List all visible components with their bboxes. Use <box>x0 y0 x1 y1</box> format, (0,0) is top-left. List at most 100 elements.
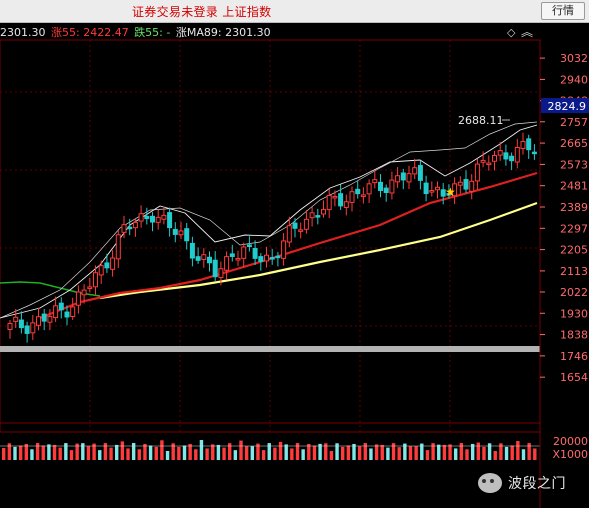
volume-bar-43 <box>244 446 249 460</box>
candle-body-55 <box>321 209 326 215</box>
candle-body-63 <box>366 183 372 195</box>
candle-body-59 <box>343 201 349 208</box>
volume-bar-80 <box>454 448 458 460</box>
candle-body-1 <box>13 316 19 322</box>
volume-bar-69 <box>391 443 396 460</box>
candle-body-25 <box>150 215 155 223</box>
volume-bar-59 <box>335 443 339 460</box>
volume-bar-54 <box>307 443 311 460</box>
candle-body-72 <box>417 165 423 181</box>
volume-bar-4 <box>24 443 28 460</box>
volume-bar-72 <box>408 446 413 460</box>
candle-body-20 <box>121 224 127 233</box>
candle-body-24 <box>144 215 150 220</box>
candle-body-21 <box>127 226 133 230</box>
candle-body-35 <box>207 256 212 264</box>
candle-body-89 <box>514 146 520 163</box>
candle-body-40 <box>235 258 241 261</box>
volume-bar-29 <box>165 450 170 460</box>
volume-bar-15 <box>86 446 91 460</box>
axis-tick-label-4: 2665 <box>560 137 588 150</box>
candle-body-61 <box>355 188 361 195</box>
volume-bar-60 <box>341 446 345 460</box>
volume-bar-76 <box>431 443 435 460</box>
volume-bar-45 <box>256 443 260 460</box>
candle-body-45 <box>264 254 269 262</box>
volume-bar-52 <box>295 443 300 460</box>
candle-body-48 <box>281 240 287 259</box>
volume-bar-17 <box>98 450 102 460</box>
candle-body-2 <box>18 319 24 329</box>
candle-body-86 <box>497 150 503 156</box>
volume-bar-70 <box>397 447 401 460</box>
candle-body-23 <box>138 213 144 222</box>
volume-bar-47 <box>267 443 271 460</box>
candle-body-3 <box>24 325 30 334</box>
candle-body-15 <box>93 272 98 288</box>
volume-bar-5 <box>30 449 34 460</box>
candle-body-29 <box>172 228 178 235</box>
diamond-icon[interactable]: ◇ <box>507 26 516 39</box>
price-separator-bar <box>0 346 540 352</box>
volume-bar-65 <box>369 448 373 460</box>
volume-bar-8 <box>47 444 51 460</box>
candle-body-84 <box>486 162 492 166</box>
candle-body-76 <box>440 189 446 197</box>
axis-tick-label-15: 1654 <box>560 371 588 384</box>
volume-bar-64 <box>363 443 367 460</box>
candle-body-4 <box>30 322 36 334</box>
volume-bar-77 <box>437 444 441 460</box>
volume-bar-39 <box>222 447 226 460</box>
candle-body-34 <box>201 254 207 260</box>
candle-body-83 <box>480 159 486 163</box>
volume-bar-19 <box>109 447 113 460</box>
volume-bar-37 <box>211 444 215 460</box>
candle-body-0 <box>7 322 13 330</box>
volume-bar-50 <box>284 444 288 460</box>
chart-annotations: 2688.11 ★ <box>445 114 510 199</box>
volume-bar-13 <box>75 443 79 460</box>
volume-bar-6 <box>35 443 40 460</box>
volume-bar-22 <box>126 448 130 460</box>
volume-bar-10 <box>58 447 62 460</box>
candle-body-82 <box>474 163 480 182</box>
axis-tick-label-6: 2481 <box>560 180 588 193</box>
chevron-up-icon[interactable]: ︽ <box>521 25 534 39</box>
candle-body-56 <box>326 195 332 211</box>
volume-bar-68 <box>386 447 390 460</box>
axis-tick-label-13: 1838 <box>560 329 588 342</box>
candle-body-71 <box>412 167 418 175</box>
candle-body-30 <box>178 230 184 236</box>
candle-body-49 <box>286 225 292 243</box>
axis-tick-label-10: 2113 <box>560 265 588 278</box>
legend-item-2: 跌55: - <box>134 26 171 39</box>
volume-bar-90 <box>510 445 514 460</box>
volume-bar-82 <box>465 449 469 460</box>
volume-bar-41 <box>233 450 238 460</box>
candle-body-65 <box>378 181 383 191</box>
volume-bar-84 <box>476 442 480 460</box>
candle-body-62 <box>360 194 366 197</box>
quote-button[interactable]: 行情 <box>541 2 585 20</box>
volume-bar-61 <box>346 445 351 460</box>
volume-bar-25 <box>143 443 147 460</box>
price-axis: 3032294028482757266525732481238922972205… <box>539 40 589 508</box>
candle-body-36 <box>212 259 218 278</box>
volume-bar-73 <box>414 446 418 460</box>
volume-bar-58 <box>329 450 334 460</box>
volume-bar-86 <box>487 443 492 460</box>
candle-body-77 <box>446 193 452 196</box>
candle-body-37 <box>218 268 224 278</box>
candle-body-58 <box>338 193 344 207</box>
candle-body-17 <box>104 262 110 269</box>
candle-body-50 <box>292 222 298 229</box>
volume-bars <box>0 440 540 460</box>
volume-bar-75 <box>425 450 430 460</box>
wechat-icon <box>478 473 502 493</box>
volume-bar-49 <box>278 441 283 460</box>
axis-tick-label-11: 2022 <box>560 286 588 299</box>
candle-body-68 <box>395 175 401 183</box>
candle-body-54 <box>315 215 321 218</box>
volume-bar-23 <box>131 443 136 460</box>
candle-body-74 <box>429 190 435 193</box>
